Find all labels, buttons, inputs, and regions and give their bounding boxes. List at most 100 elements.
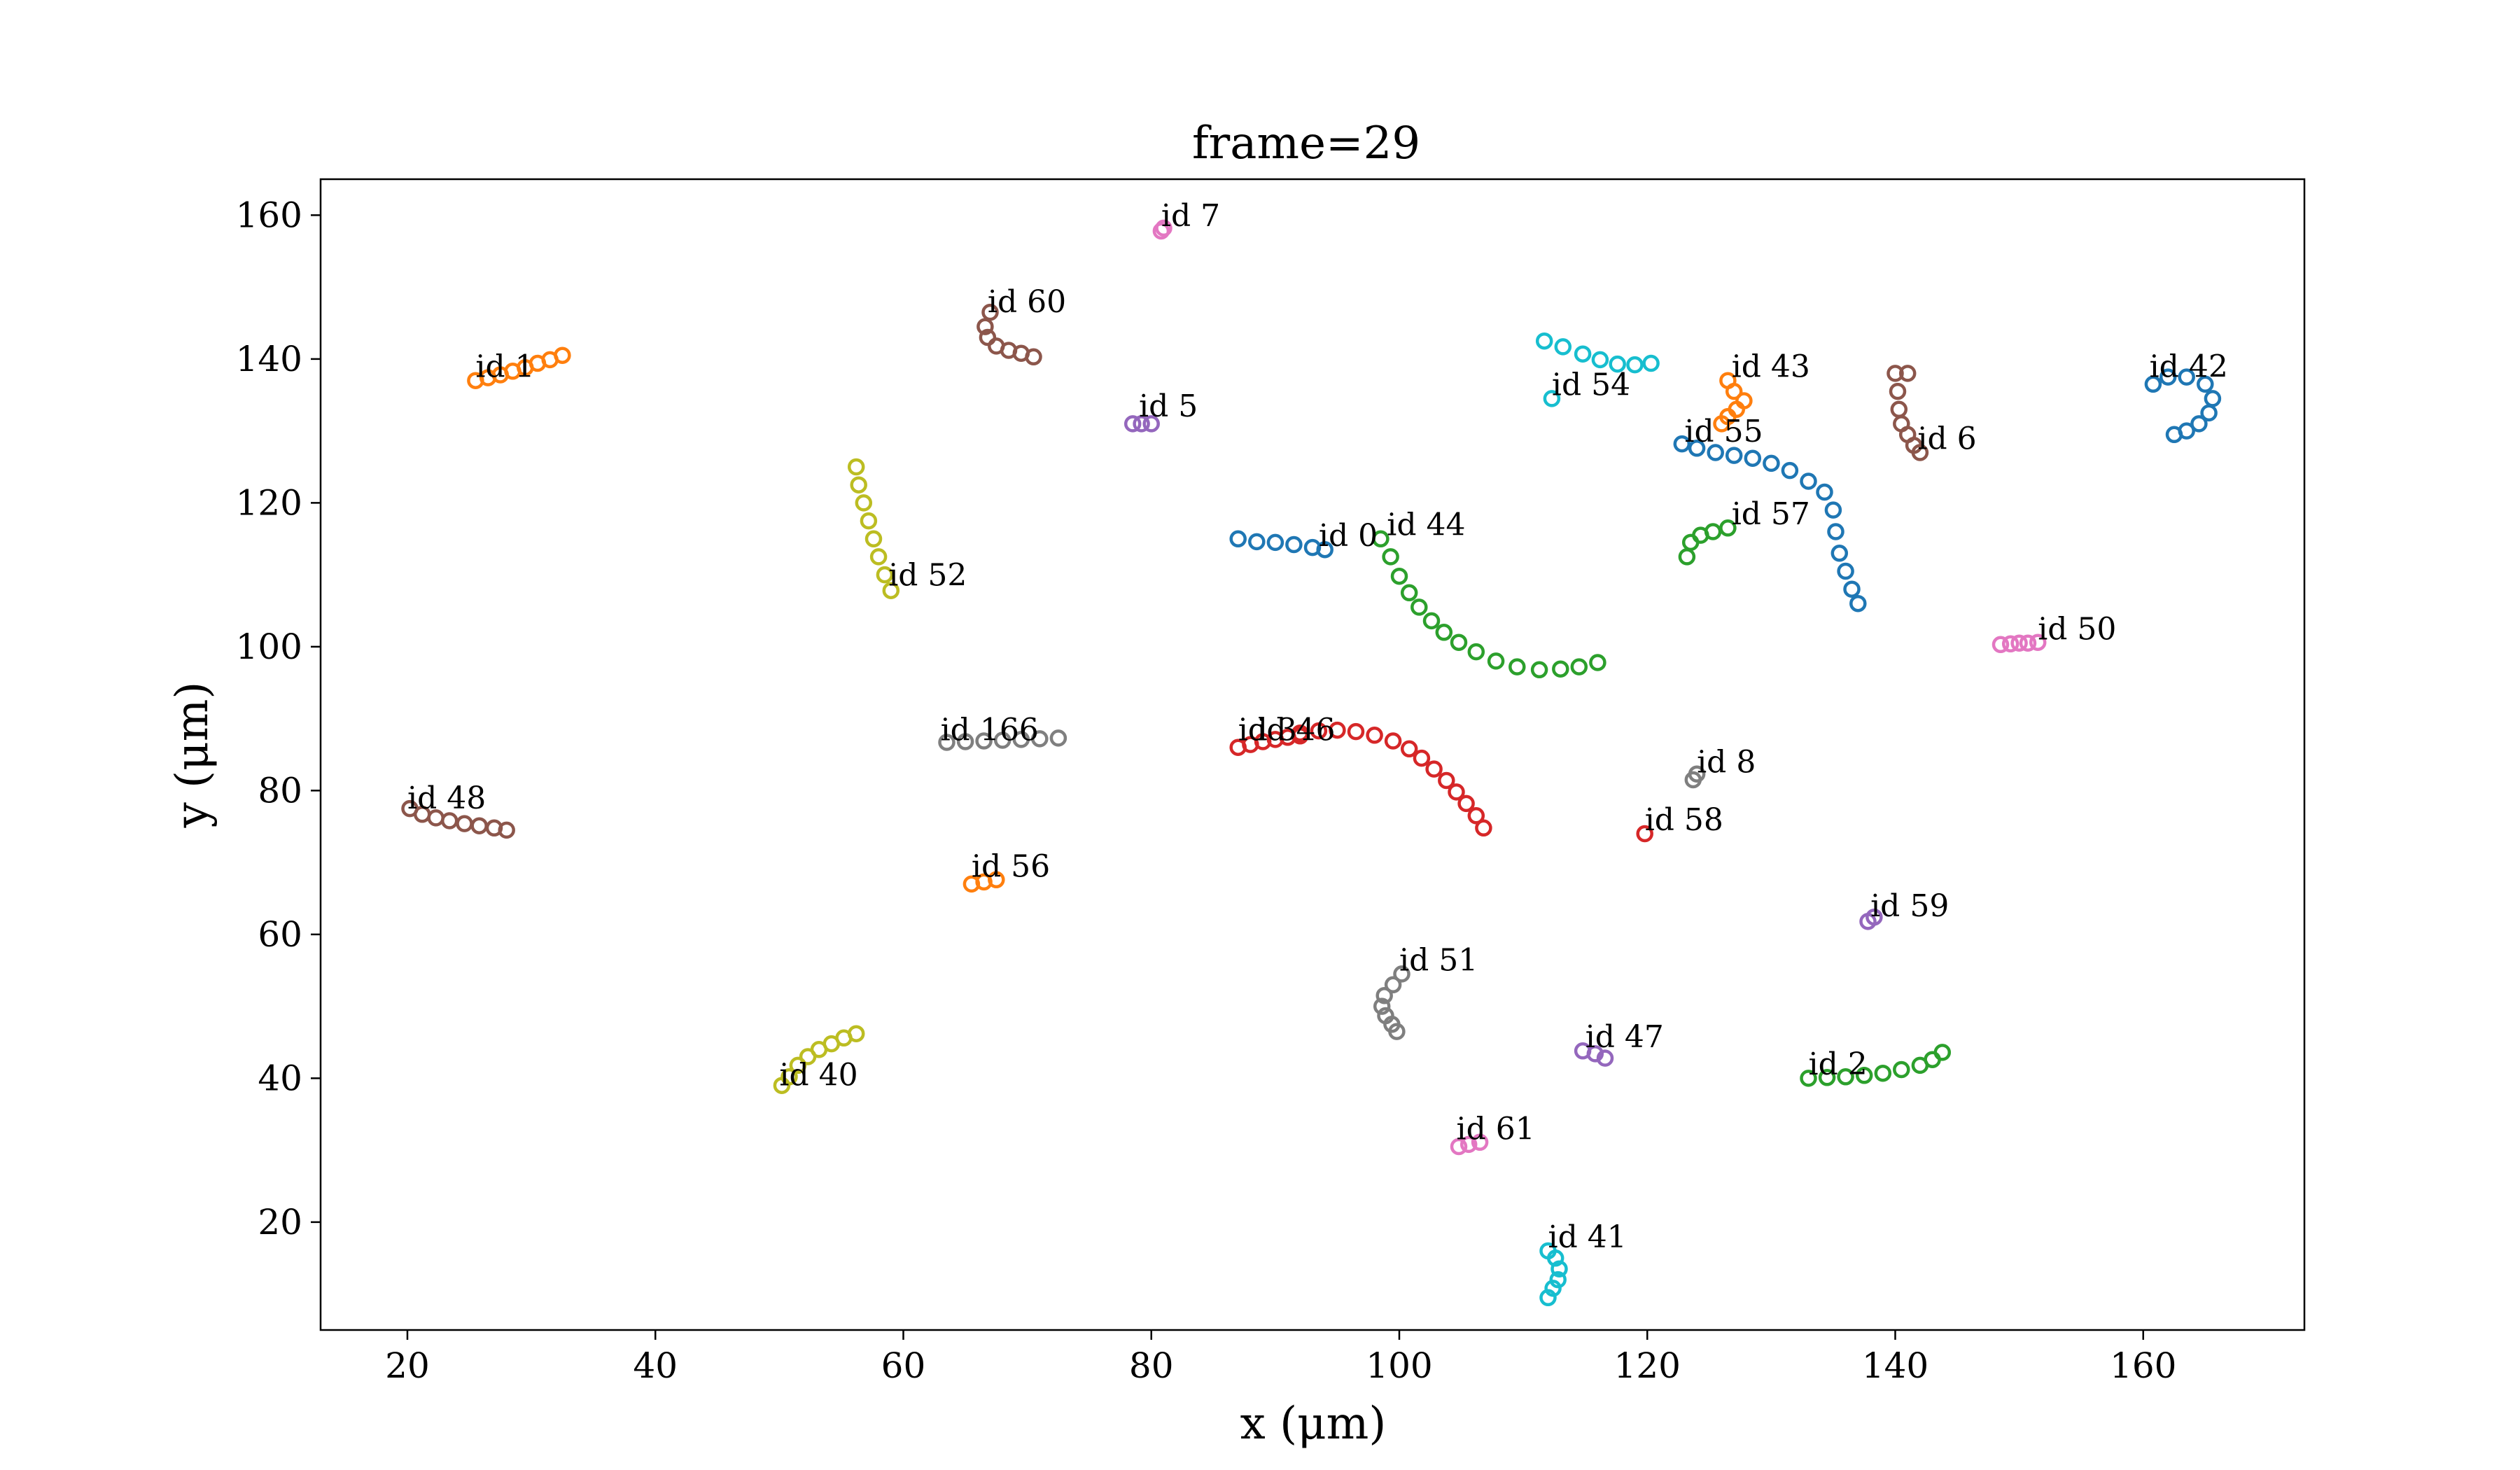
track-point xyxy=(1539,1289,1557,1307)
track-id-label: id 7 xyxy=(1161,198,1220,234)
track-point xyxy=(1124,415,1142,433)
track-point xyxy=(1546,1250,1564,1267)
track-point xyxy=(1837,1068,1854,1086)
track-point xyxy=(2178,368,2195,386)
track-point xyxy=(470,817,488,834)
track-point xyxy=(1372,530,1390,548)
track-point xyxy=(1155,219,1172,237)
track-point xyxy=(860,512,878,530)
track-point xyxy=(1933,1044,1952,1061)
track-series xyxy=(1574,1042,1614,1067)
y-axis-label: y (μm) xyxy=(167,682,218,829)
x-tick-label: 140 xyxy=(1862,1345,1928,1386)
track-id-label: id 0 xyxy=(1319,518,1378,554)
track-point xyxy=(1707,444,1724,461)
track-series xyxy=(1713,372,1753,433)
track-point xyxy=(864,530,883,548)
track-point xyxy=(1589,654,1606,671)
track-point xyxy=(1673,435,1691,453)
track-series xyxy=(1152,219,1172,240)
track-point xyxy=(1384,732,1402,750)
track-point xyxy=(1373,997,1391,1015)
track-point xyxy=(1292,724,1309,742)
track-point xyxy=(2165,426,2183,444)
track-point xyxy=(498,821,515,839)
track-point xyxy=(1530,661,1548,679)
track-series xyxy=(1886,365,1929,461)
y-tick-label: 60 xyxy=(258,914,302,955)
track-point xyxy=(1678,548,1696,566)
track-id-label: id 44 xyxy=(1387,507,1465,543)
track-id-label: id 61 xyxy=(1457,1112,1535,1147)
track-point xyxy=(1425,760,1443,778)
track-point xyxy=(1865,908,1883,926)
track-point xyxy=(2010,634,2028,652)
track-point xyxy=(975,732,993,750)
track-point xyxy=(1688,765,1706,783)
y-tick-label: 160 xyxy=(236,195,302,235)
track-series xyxy=(962,871,1005,893)
track-series xyxy=(938,729,1068,751)
track-point xyxy=(1376,986,1393,1004)
track-point xyxy=(1816,483,1833,501)
track-id-label: id 55 xyxy=(1684,414,1763,449)
y-tick-label: 20 xyxy=(258,1202,302,1242)
track-point xyxy=(1266,533,1284,552)
track-point xyxy=(2197,375,2214,393)
track-point xyxy=(1688,440,1706,457)
track-point xyxy=(789,1056,807,1074)
track-point xyxy=(1133,415,1150,433)
track-point xyxy=(981,303,999,321)
track-point xyxy=(1329,721,1346,739)
track-id-label: id 47 xyxy=(1586,1019,1664,1055)
track-point xyxy=(1410,598,1428,616)
track-point xyxy=(1626,356,1644,374)
track-point xyxy=(1366,727,1383,744)
track-point xyxy=(1642,354,1660,372)
track-series xyxy=(1539,1242,1568,1307)
track-point xyxy=(1725,447,1743,464)
x-tick-label: 160 xyxy=(2110,1345,2176,1386)
track-point xyxy=(2144,375,2162,393)
track-point xyxy=(1543,390,1561,407)
track-series xyxy=(1292,721,1492,837)
track-series xyxy=(1678,519,1737,566)
track-series xyxy=(1373,965,1410,1040)
x-tick-label: 80 xyxy=(1129,1345,1174,1386)
track-point xyxy=(1384,976,1402,994)
x-axis: 20 40 60 80 100 120 140 160 xyxy=(385,1330,2176,1386)
track-point xyxy=(1467,807,1485,825)
track-point xyxy=(1347,722,1365,741)
track-point xyxy=(2159,368,2177,386)
track-series xyxy=(1535,332,1660,407)
y-tick-label: 140 xyxy=(236,339,302,379)
track-point xyxy=(1552,660,1569,678)
track-point xyxy=(1316,540,1334,559)
track-series xyxy=(1991,634,2047,654)
track-series xyxy=(467,346,571,389)
track-point xyxy=(1549,1270,1567,1289)
track-series xyxy=(1684,765,1706,789)
track-id-label: id 2 xyxy=(1809,1046,1868,1082)
x-tick-label: 120 xyxy=(1614,1345,1681,1386)
track-id-label: id 6 xyxy=(1917,421,1976,456)
track-point xyxy=(1713,415,1730,433)
track-point xyxy=(1390,567,1408,585)
track-point xyxy=(1991,636,2010,654)
track-point xyxy=(1609,355,1626,373)
track-point xyxy=(1457,794,1475,813)
track-point xyxy=(1636,825,1653,843)
track-series xyxy=(401,799,515,839)
track-series xyxy=(1673,435,1867,612)
track-id-label: id 57 xyxy=(1732,496,1810,532)
track-id-label: id 5 xyxy=(1139,388,1198,424)
track-point xyxy=(850,476,867,493)
track-point xyxy=(1285,536,1303,554)
track-point xyxy=(1393,965,1410,983)
track-point xyxy=(1400,584,1418,602)
plot-frame xyxy=(319,178,2306,1331)
track-point xyxy=(1550,1260,1568,1278)
track-point xyxy=(1400,740,1418,758)
track-point xyxy=(1725,382,1743,400)
